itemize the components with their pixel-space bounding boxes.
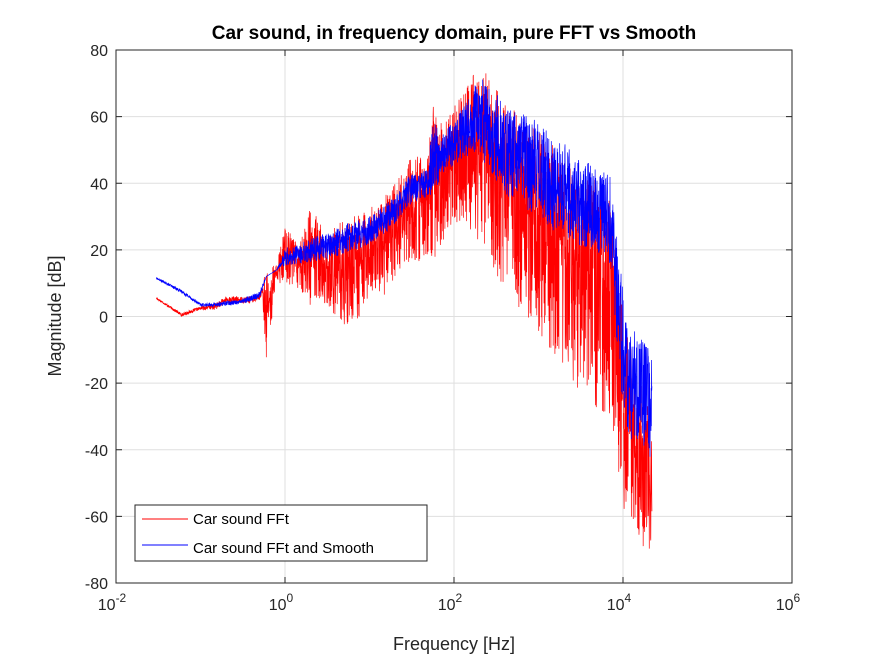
y-tick-label: -20 [85, 376, 108, 393]
x-tick-label: 106 [776, 591, 801, 614]
x-tick-label-base: 10 [607, 597, 625, 614]
y-tick-label: -80 [85, 576, 108, 593]
legend-label-smooth: Car sound FFt and Smooth [193, 540, 374, 557]
y-tick-label: -60 [85, 509, 108, 526]
x-tick-label-base: 10 [438, 597, 456, 614]
y-tick-label: 40 [90, 176, 108, 193]
legend: Car sound FFt Car sound FFt and Smooth [134, 504, 428, 562]
x-tick-label: 104 [607, 591, 632, 614]
y-tick-label: -40 [85, 443, 108, 460]
x-tick-label-exponent: 0 [287, 591, 294, 605]
y-tick-label: 20 [90, 243, 108, 260]
legend-label-fft: Car sound FFt [193, 511, 290, 528]
x-axis-title: Frequency [Hz] [393, 634, 515, 654]
x-tick-label-exponent: -2 [116, 591, 127, 605]
x-tick-label-base: 10 [776, 597, 794, 614]
x-tick-label-base: 10 [269, 597, 287, 614]
y-axis-title: Magnitude [dB] [45, 255, 65, 376]
series-line-1 [155, 79, 653, 457]
x-tick-label: 100 [269, 591, 294, 614]
y-tick-label: 0 [99, 310, 108, 327]
series-layer [155, 73, 653, 549]
x-tick-label-exponent: 4 [625, 591, 632, 605]
x-tick-label-exponent: 2 [456, 591, 463, 605]
x-tick-label: 102 [438, 591, 463, 614]
x-tick-label-exponent: 6 [794, 591, 801, 605]
chart-title: Car sound, in frequency domain, pure FFT… [212, 23, 697, 44]
x-tick-label: 10-2 [98, 591, 127, 614]
x-tick-label-base: 10 [98, 597, 116, 614]
y-tick-label: 60 [90, 110, 108, 127]
y-tick-label: 80 [90, 43, 108, 60]
legend-box [134, 504, 428, 562]
